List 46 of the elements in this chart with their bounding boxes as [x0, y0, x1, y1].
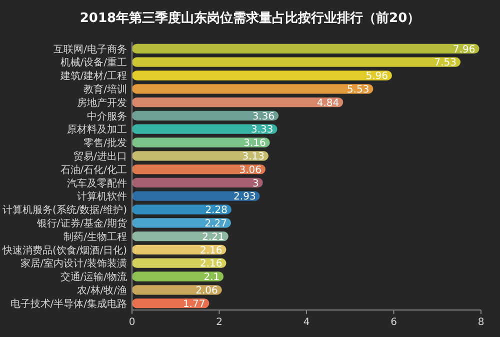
y-tick-label: 汽车及零配件 [67, 177, 127, 190]
data-label: 3.36 [252, 111, 275, 122]
data-label: 2.06 [196, 286, 218, 296]
y-tick-label: 房地产开发 [77, 96, 127, 109]
chart-title: 2018年第三季度山东岗位需求量占比按行业排行（前20） [80, 10, 420, 26]
y-tick-label: 零售/批发 [84, 137, 127, 150]
y-tick-label: 建筑/建材/工程 [59, 70, 127, 82]
x-tick-label: 2 [216, 317, 222, 328]
data-label: 4.84 [316, 98, 340, 109]
data-label: 5.53 [346, 84, 370, 96]
y-tick-label: 家居/室内设计/装饰装潢 [20, 258, 127, 270]
y-tick-label: 农/林/牧/渔 [76, 284, 127, 296]
y-tick-label: 计算机服务(系统/数据/维护) [2, 204, 128, 216]
x-tick-label: 6 [390, 317, 397, 328]
data-label: 2.27 [204, 218, 228, 230]
data-label: 2.28 [205, 205, 228, 216]
x-tick-label: 4 [303, 317, 310, 328]
data-label: 3.33 [251, 124, 274, 136]
data-label: 2.1 [204, 272, 220, 284]
data-label: 5.96 [366, 71, 388, 82]
y-tick-label: 中介服务 [87, 110, 127, 122]
data-label: 2.21 [202, 232, 224, 243]
data-label: 2.16 [200, 245, 222, 256]
y-tick-label: 互联网/电子商务 [54, 43, 127, 56]
x-tick-label: 8 [478, 317, 484, 328]
y-tick-label: 电子技术/半导体/集成电路 [10, 298, 127, 310]
data-label: 1.77 [182, 298, 206, 310]
y-tick-label: 快速消费品(饮食/烟酒/日化) [1, 244, 128, 256]
data-label: 3.06 [239, 164, 262, 176]
y-tick-label: 制药/生物工程 [64, 230, 127, 243]
data-label: 7.53 [434, 58, 456, 69]
y-tick-label: 交通/运输/物流 [60, 271, 127, 284]
data-label: 2.93 [234, 192, 256, 203]
y-tick-label: 机械/设备/重工 [60, 56, 127, 69]
x-tick-label: 0 [128, 317, 136, 328]
y-tick-label: 银行/证券/基金/期货 [36, 218, 127, 230]
y-tick-label: 原材料及加工 [67, 124, 127, 136]
data-label: 3.13 [242, 152, 265, 162]
y-tick-label: 计算机软件 [77, 190, 127, 203]
data-label: 3 [252, 178, 259, 190]
data-label: 3.16 [244, 138, 266, 150]
y-tick-label: 石油/石化/化工 [60, 164, 127, 176]
data-label: 7.96 [452, 44, 476, 56]
y-tick-label: 贸易/进出口 [74, 150, 127, 162]
y-tick-label: 教育/培训 [84, 84, 127, 96]
data-label: 2.16 [200, 258, 222, 270]
